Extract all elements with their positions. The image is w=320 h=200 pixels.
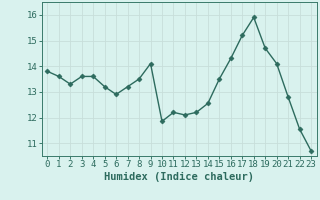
X-axis label: Humidex (Indice chaleur): Humidex (Indice chaleur) [104,172,254,182]
